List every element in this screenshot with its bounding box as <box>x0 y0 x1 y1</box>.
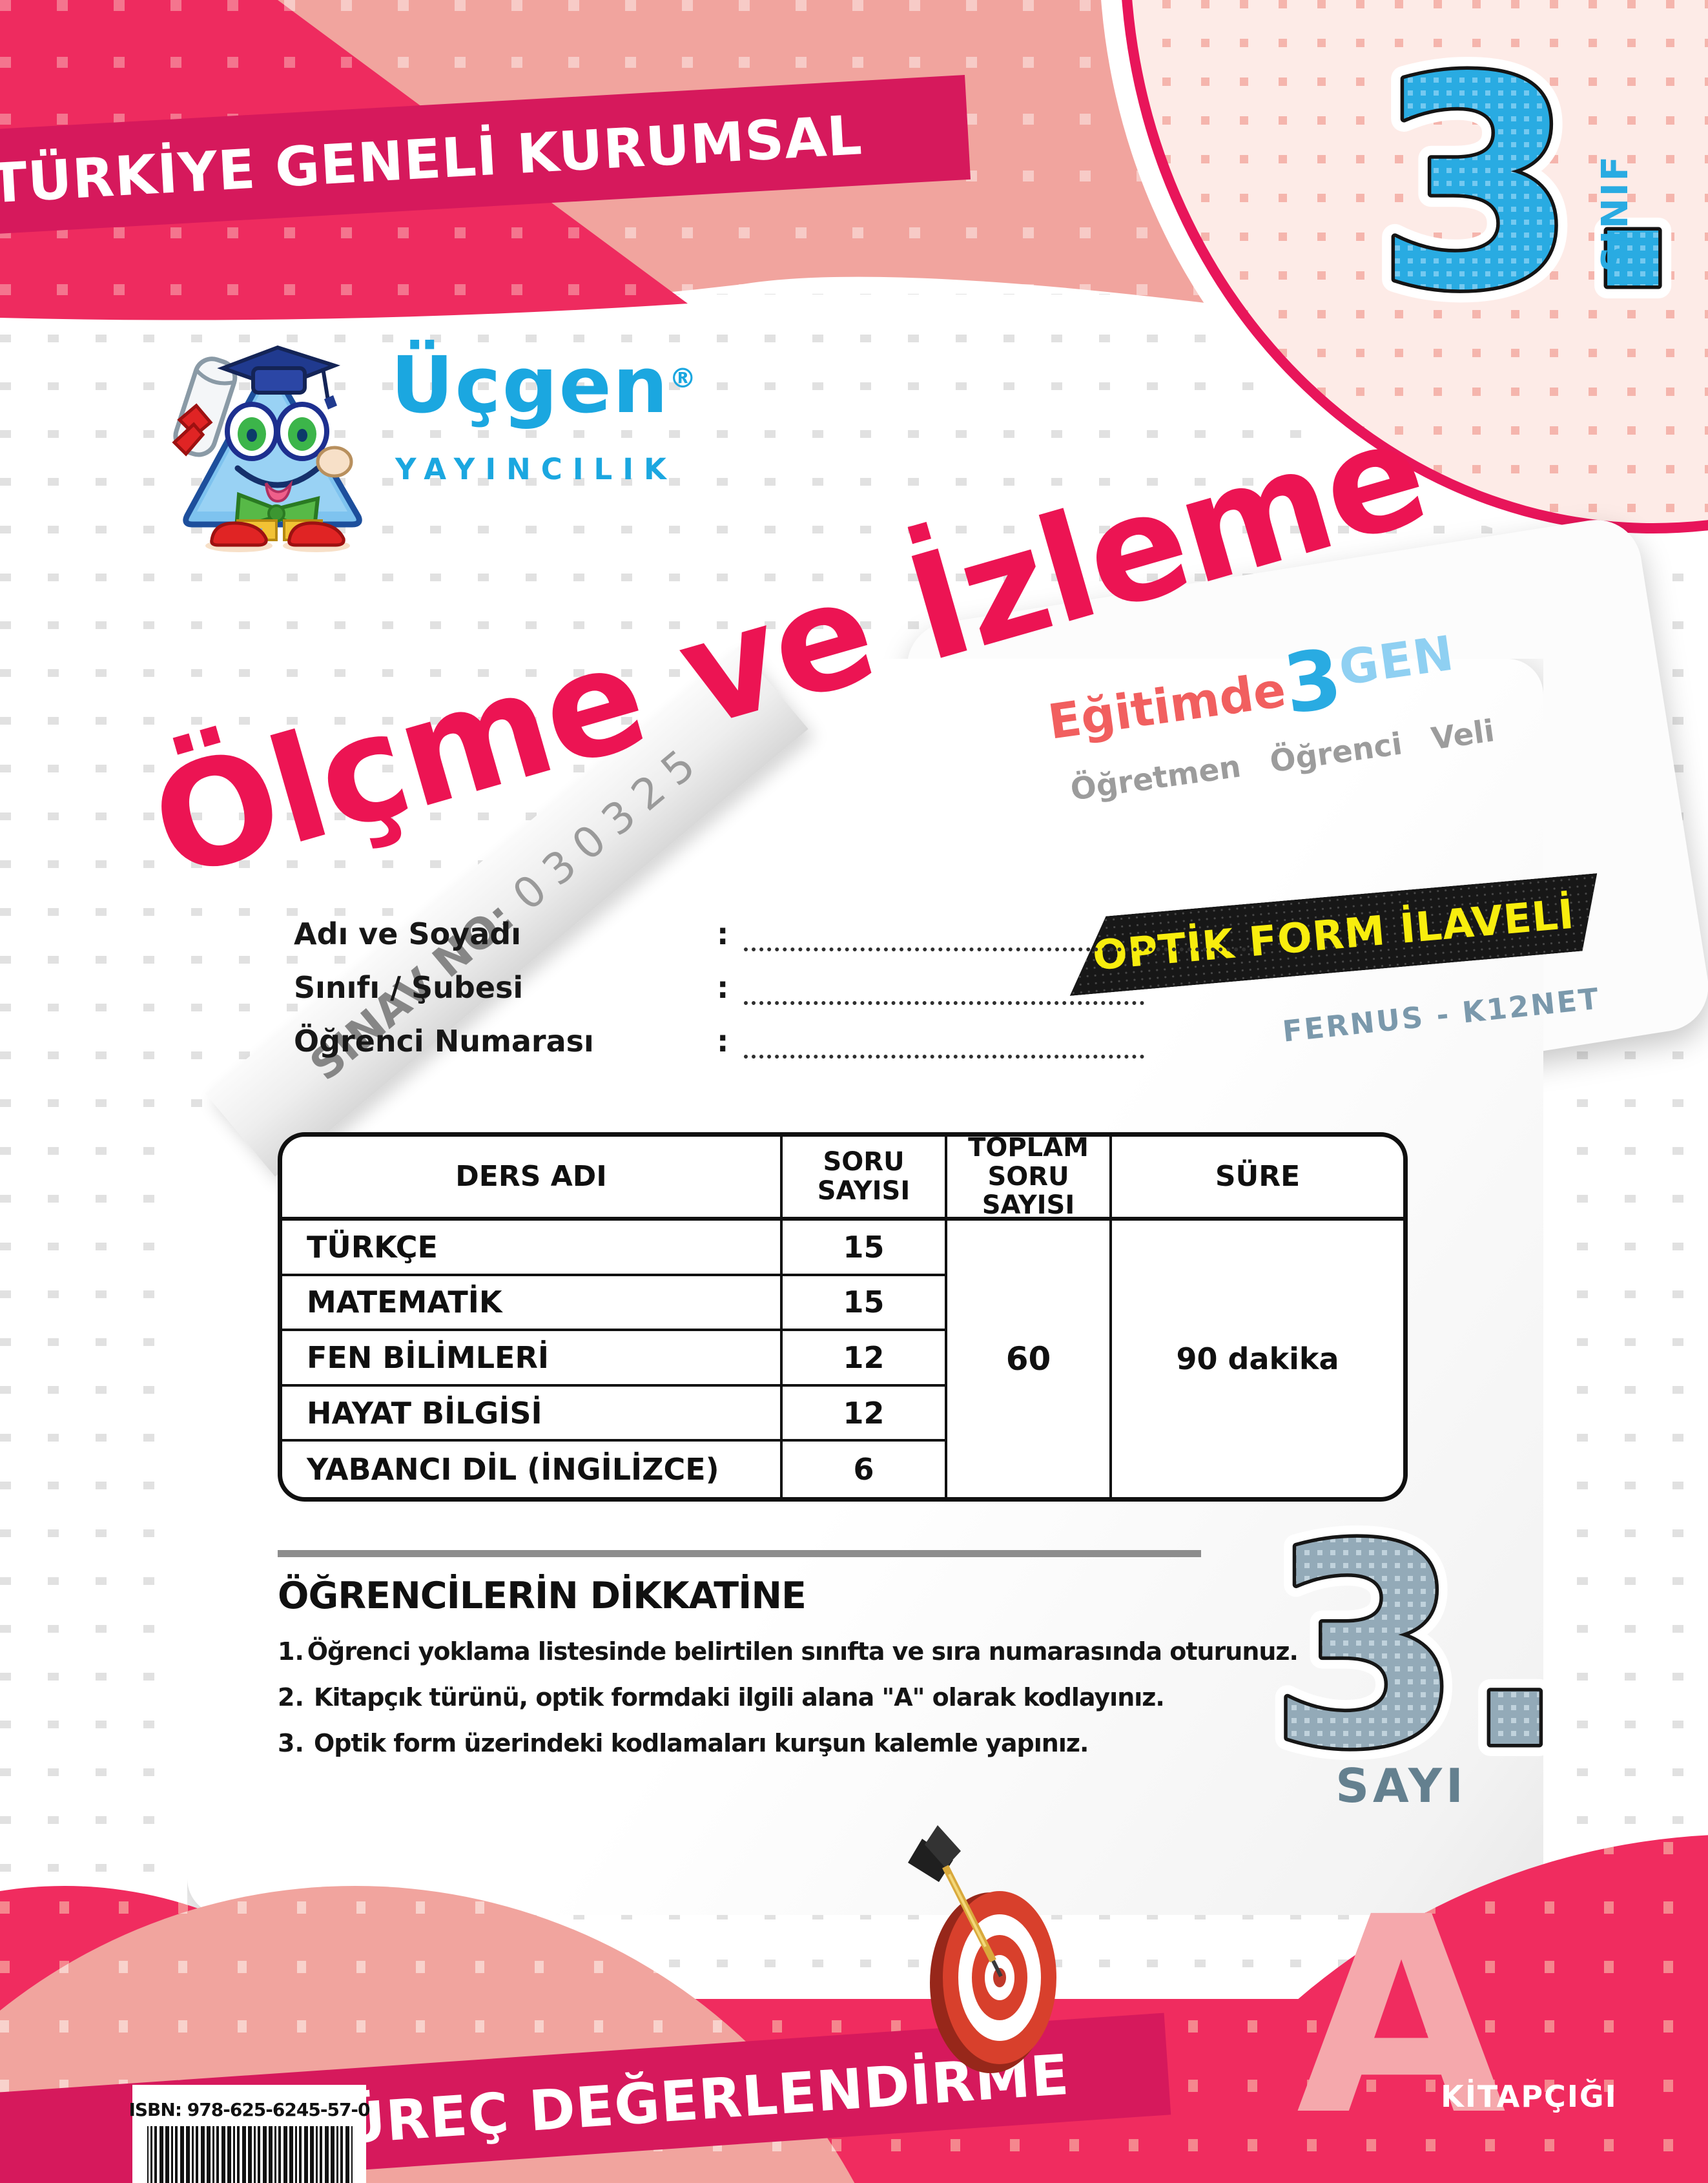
table-total-questions: 60 <box>947 1221 1112 1497</box>
notice-item: 2. Kitapçık türünü, optik formdaki ilgil… <box>278 1683 1298 1712</box>
field-label-class: Sınıfı / Şubesi <box>294 970 524 1005</box>
form-row-number: Öğrenci Numarası : <box>294 1021 1275 1059</box>
table-header-soru-sayisi: SORU SAYISI <box>783 1137 947 1221</box>
registered-mark: ® <box>669 362 698 394</box>
table-header-sure: SÜRE <box>1112 1137 1403 1221</box>
notice-item-text: Öğrenci yoklama listesinde belirtilen sı… <box>307 1637 1299 1666</box>
table-row-subject: FEN BİLİMLERİ <box>282 1331 783 1387</box>
field-input-number[interactable] <box>744 1021 1144 1059</box>
publisher-name: Üçgen® <box>391 341 697 431</box>
grade-number-halo: 3. <box>1375 16 1688 355</box>
motto-prefix: Eğitimde <box>1045 662 1290 750</box>
publisher-name-text: Üçgen <box>391 341 670 431</box>
notice-item-number: 1. <box>278 1637 304 1666</box>
table-header-toplam: TOPLAM SORU SAYISI <box>947 1137 1112 1221</box>
field-colon: : <box>717 1024 729 1059</box>
field-label-number: Öğrenci Numarası <box>294 1024 594 1059</box>
notice-item-number: 2. <box>278 1683 304 1712</box>
notice-item: 3. Optik form üzerindeki kodlamaları kur… <box>278 1729 1298 1757</box>
table-duration: 90 dakika <box>1176 1341 1339 1376</box>
publisher-logo: Üçgen® YAYINCILIK <box>161 323 872 555</box>
publisher-mascot-icon <box>172 345 362 552</box>
notice-item-text: Optik form üzerindeki kodlamaları kurşun… <box>314 1729 1089 1757</box>
notice-item-number: 3. <box>278 1729 304 1757</box>
field-colon: : <box>717 916 729 951</box>
field-input-class[interactable] <box>744 967 1144 1005</box>
table-header-ders-adi: DERS ADI <box>282 1137 783 1221</box>
table-row-count: 12 <box>783 1331 947 1387</box>
grade-badge: 3. 3. SINIF <box>1101 0 1708 554</box>
field-input-name[interactable] <box>744 914 1254 951</box>
table-row-subject: YABANCI DİL (İNGİLİZCE) <box>282 1442 783 1497</box>
table-row-subject: HAYAT BİLGİSİ <box>282 1386 783 1442</box>
grade-label: SINIF <box>1594 154 1636 272</box>
notice-divider <box>278 1550 1201 1557</box>
form-row-class: Sınıfı / Şubesi : <box>294 967 1275 1005</box>
motto-suffix: GEN <box>1335 625 1458 697</box>
notice-list: 1. Öğrenci yoklama listesinde belirtilen… <box>278 1637 1299 1775</box>
table-row-count: 12 <box>783 1386 947 1442</box>
notice-item: 1. Öğrenci yoklama listesinde belirtilen… <box>278 1637 1299 1666</box>
grade-number: 3. <box>1375 16 1688 355</box>
student-info-form: Adı ve Soyadı : Sınıfı / Şubesi : Öğrenc… <box>294 914 1275 1075</box>
notice-heading: ÖĞRENCİLERİN DİKKATİNE <box>278 1575 807 1617</box>
field-colon: : <box>717 970 729 1005</box>
field-label-name: Adı ve Soyadı <box>294 916 521 951</box>
table-row-subject: TÜRKÇE <box>282 1221 783 1276</box>
table-row-count: 15 <box>783 1276 947 1332</box>
publisher-subtitle: YAYINCILIK <box>395 452 677 486</box>
form-row-name: Adı ve Soyadı : <box>294 914 1275 951</box>
table-row-subject: MATEMATİK <box>282 1276 783 1332</box>
table-row-count: 15 <box>783 1221 947 1276</box>
table-row-count: 6 <box>783 1442 947 1497</box>
lesson-table: DERS ADI SORU SAYISI TOPLAM SORU SAYISI … <box>278 1132 1408 1502</box>
grade-circle <box>1132 0 1708 523</box>
notice-item-text: Kitapçık türünü, optik formdaki ilgili a… <box>314 1683 1165 1712</box>
